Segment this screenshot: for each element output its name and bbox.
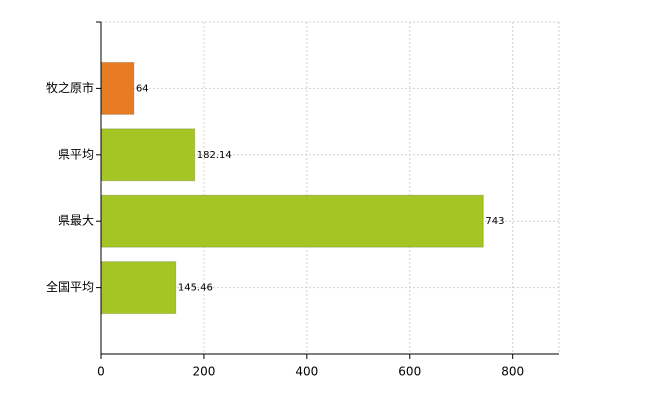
value-label: 182.14 [197, 150, 232, 161]
y-tick-label: 県平均 [58, 147, 94, 161]
value-label: 64 [136, 83, 149, 94]
bar [100, 261, 177, 315]
y-tick-label: 全国平均 [46, 279, 94, 294]
x-tick-label: 600 [398, 365, 421, 379]
bar [100, 194, 484, 248]
x-tick-label: 200 [192, 365, 215, 379]
bar [100, 61, 135, 115]
value-label: 145.46 [178, 283, 213, 294]
bar [100, 128, 196, 182]
y-tick-label: 県最大 [58, 214, 94, 228]
x-tick-label: 0 [97, 365, 105, 379]
x-tick-label: 800 [501, 365, 524, 379]
x-tick-label: 400 [295, 365, 318, 379]
value-label: 743 [485, 216, 504, 227]
y-tick-label: 牧之原市 [46, 80, 94, 95]
